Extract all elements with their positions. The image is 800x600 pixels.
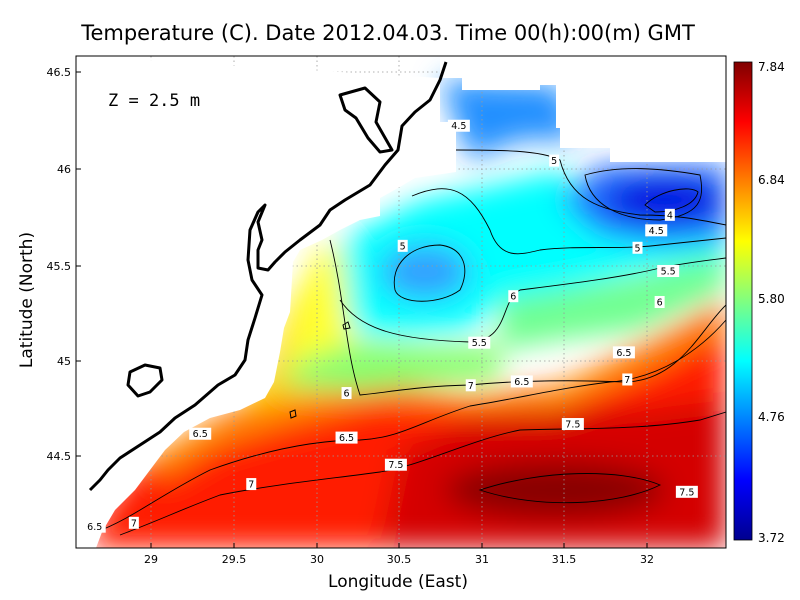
contour-label-bg bbox=[654, 296, 665, 308]
contour-label: 5.5 bbox=[472, 338, 487, 349]
contour-label-bg bbox=[612, 346, 635, 359]
contour-label: 4.5 bbox=[649, 226, 664, 237]
y-tick-labels: 44.5 45 45.5 46 46.5 bbox=[47, 66, 72, 463]
x-tick-label: 29 bbox=[144, 553, 158, 566]
contour-label: 6 bbox=[657, 298, 663, 309]
contour-label: 5 bbox=[400, 241, 406, 252]
contour-label: 5 bbox=[551, 156, 557, 167]
contour-label-bg bbox=[397, 239, 408, 252]
y-tick-label: 45 bbox=[57, 355, 71, 368]
contour-label: 7.5 bbox=[679, 487, 694, 498]
chart-title: Temperature (C). Date 2012.04.03. Time 0… bbox=[80, 21, 695, 45]
contour-label: 6.5 bbox=[339, 433, 354, 444]
colorbar-tick-label: 6.84 bbox=[758, 173, 785, 187]
contour-label-bg bbox=[632, 241, 643, 254]
x-tick-label: 31.5 bbox=[552, 553, 577, 566]
x-tick-labels: 29 29.5 30 30.5 31 31.5 32 bbox=[144, 553, 654, 566]
small-islands bbox=[289, 321, 351, 419]
contour-label-bg bbox=[622, 373, 633, 386]
contour-label-bg bbox=[384, 458, 407, 471]
contour-label-bg bbox=[447, 119, 470, 132]
contour-label: 5.5 bbox=[661, 267, 676, 278]
x-tick-label: 30.5 bbox=[387, 553, 412, 566]
contour-label: 7 bbox=[468, 381, 474, 392]
contour-label: 7 bbox=[131, 518, 137, 529]
y-tick-label: 44.5 bbox=[47, 450, 72, 463]
x-tick-label: 31 bbox=[475, 553, 489, 566]
contour-label: 6.5 bbox=[87, 522, 102, 533]
contour-label: 7.5 bbox=[565, 420, 580, 431]
colorbar-tick-label: 3.72 bbox=[758, 531, 785, 545]
contour-label: 4 bbox=[667, 210, 673, 221]
contour-label: 7 bbox=[624, 375, 630, 386]
land-mask bbox=[76, 56, 726, 548]
y-tick-label: 45.5 bbox=[47, 260, 72, 273]
contour-label-bg bbox=[657, 265, 680, 278]
contour-label-bg bbox=[561, 418, 584, 431]
x-tick-label: 30 bbox=[310, 553, 324, 566]
contour-label-bg bbox=[465, 379, 476, 392]
colorbar bbox=[733, 61, 753, 541]
contour-label-bg bbox=[645, 224, 668, 237]
coastline bbox=[88, 61, 448, 492]
contour-label-bg bbox=[341, 387, 352, 400]
contour-label: 6.5 bbox=[193, 429, 208, 440]
contour-label: 5 bbox=[634, 243, 640, 254]
contour-label: 7 bbox=[248, 480, 254, 491]
contour-label-bg bbox=[335, 431, 358, 444]
contour-label: 6 bbox=[510, 292, 516, 303]
x-tick-label: 29.5 bbox=[222, 553, 247, 566]
contour-label-bg bbox=[83, 520, 106, 533]
contour-label-bg bbox=[468, 336, 491, 349]
colorbar-tick-label: 5.80 bbox=[758, 292, 785, 306]
contour-label-bg bbox=[510, 375, 533, 388]
contour-label: 7.5 bbox=[388, 460, 403, 471]
contour-label: 6 bbox=[344, 389, 350, 400]
colorbar-tick-label: 7.84 bbox=[758, 60, 785, 74]
contour-label: 6.5 bbox=[616, 348, 631, 359]
contour-label-bg bbox=[508, 290, 519, 303]
plot-frame bbox=[75, 55, 727, 549]
contour-label: 6.5 bbox=[514, 377, 529, 388]
contour-label-bg bbox=[189, 427, 212, 440]
y-tick-label: 46.5 bbox=[47, 66, 72, 79]
x-axis-label: Longitude (East) bbox=[328, 572, 468, 592]
y-tick-label: 46 bbox=[57, 163, 71, 176]
y-axis-label: Latitude (North) bbox=[17, 232, 37, 368]
contour-label-bg bbox=[664, 208, 675, 221]
axis-ticks bbox=[76, 71, 648, 548]
contour-label-bg bbox=[128, 516, 139, 529]
depth-label: Z = 2.5 m bbox=[108, 91, 200, 111]
colorbar-tick-labels: 3.72 4.76 5.80 6.84 7.84 bbox=[758, 60, 785, 545]
contour-label: 4.5 bbox=[451, 121, 466, 132]
contour-label-bg bbox=[675, 485, 698, 498]
contour-label-bg bbox=[549, 154, 560, 167]
contour-label-bg bbox=[246, 478, 257, 491]
x-tick-label: 32 bbox=[640, 553, 654, 566]
temperature-field bbox=[90, 80, 726, 548]
colorbar-tick-label: 4.76 bbox=[758, 410, 785, 424]
